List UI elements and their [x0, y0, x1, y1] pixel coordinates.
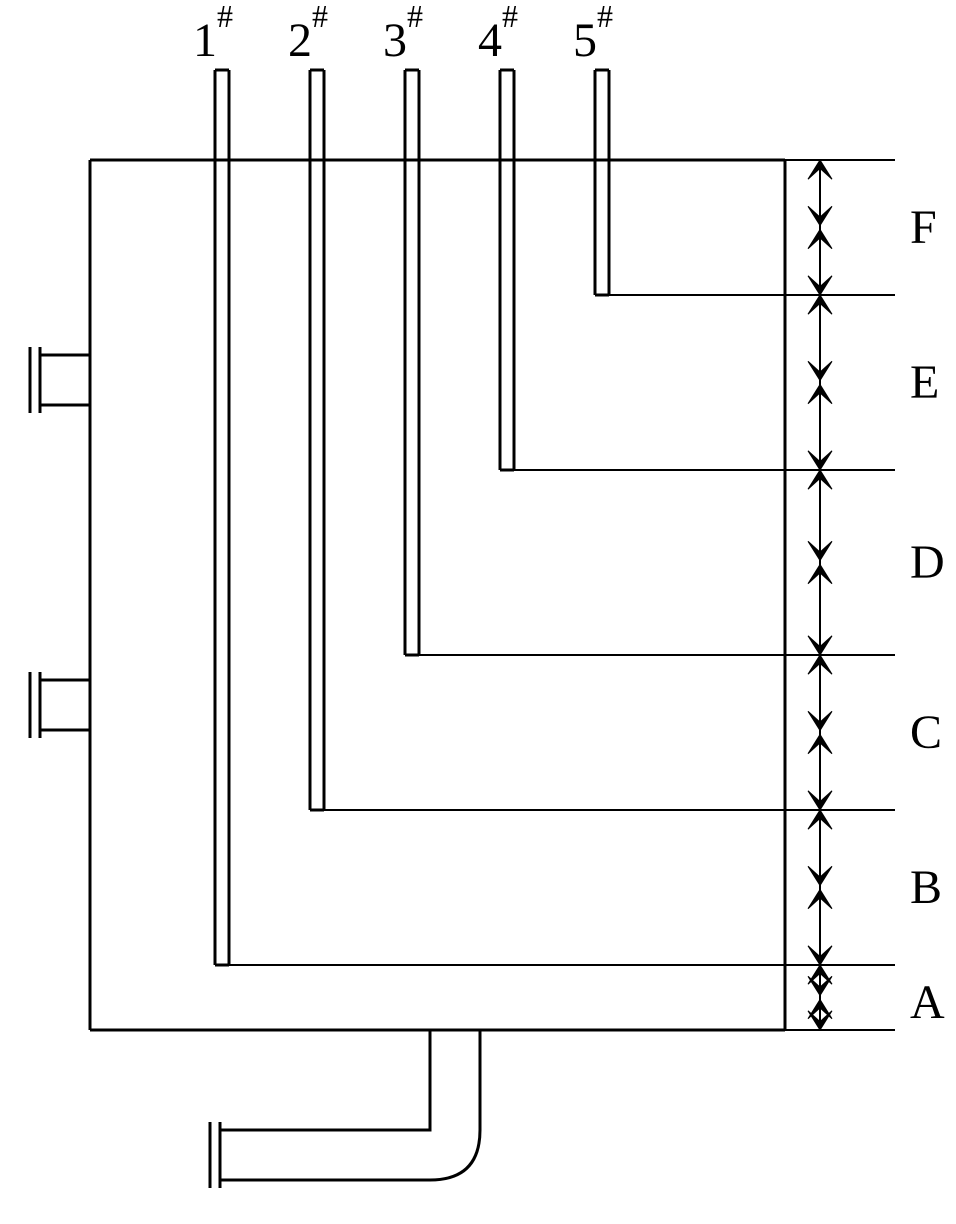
probe-label: 5# [573, 10, 613, 68]
zone-label: A [910, 975, 945, 1030]
zone-label: B [910, 860, 942, 915]
schematic-diagram [0, 0, 956, 1224]
probe-label: 2# [288, 10, 328, 68]
zone-label: F [910, 200, 937, 255]
probe-label: 3# [383, 10, 423, 68]
zone-label: D [910, 535, 945, 590]
probe-label: 4# [478, 10, 518, 68]
zone-label: E [910, 355, 939, 410]
probe-label: 1# [193, 10, 233, 68]
zone-label: C [910, 705, 942, 760]
